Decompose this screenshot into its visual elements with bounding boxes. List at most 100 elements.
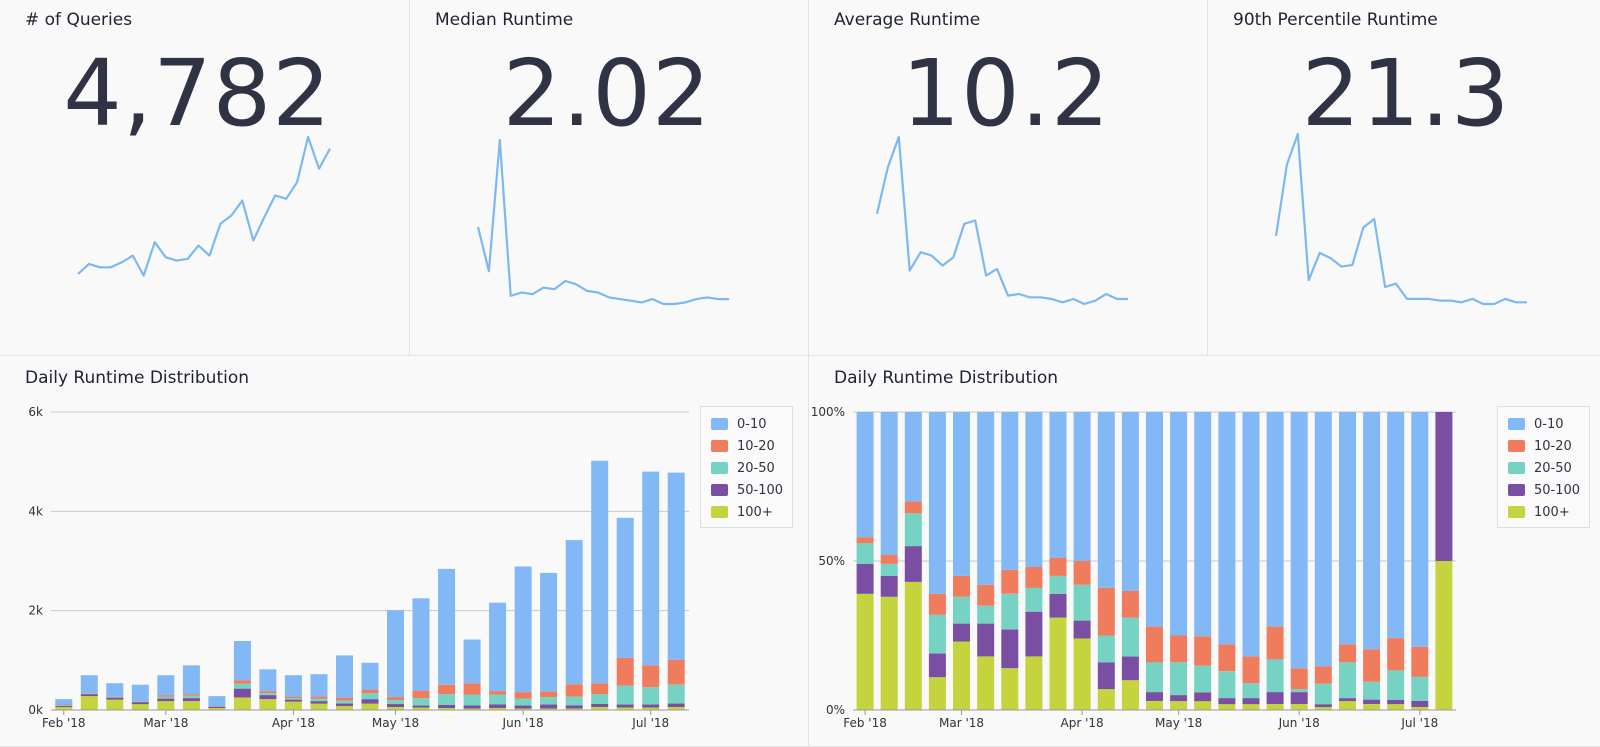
bar-segment-50-100[interactable]	[55, 706, 73, 707]
bar-segment-0-10[interactable]	[438, 568, 456, 685]
bar-segment-10-20[interactable]	[157, 695, 175, 697]
bar-segment-50-100[interactable]	[1170, 695, 1188, 702]
bar-segment-0-10[interactable]	[361, 662, 379, 690]
bar-segment-10-20[interactable]	[1170, 635, 1188, 663]
bar-segment-20-50[interactable]	[1049, 575, 1067, 594]
legend-item-50-100[interactable]: 50-100	[1508, 479, 1581, 501]
bar-segment-100plus[interactable]	[361, 703, 379, 711]
bar-segment-50-100[interactable]	[1073, 620, 1091, 639]
bar-segment-0-10[interactable]	[131, 684, 149, 701]
bar-segment-0-10[interactable]	[928, 412, 946, 594]
bar-segment-50-100[interactable]	[880, 575, 898, 597]
bar-segment-50-100[interactable]	[667, 703, 685, 708]
bar-segment-100plus[interactable]	[259, 699, 277, 710]
bar-segment-0-10[interactable]	[1314, 412, 1332, 667]
bar-segment-20-50[interactable]	[1170, 662, 1188, 696]
bar-segment-10-20[interactable]	[856, 537, 874, 544]
bar-segment-0-10[interactable]	[1170, 412, 1188, 636]
bar-segment-10-20[interactable]	[616, 657, 634, 686]
bar-segment-50-100[interactable]	[1290, 692, 1308, 704]
bar-segment-100plus[interactable]	[131, 704, 149, 710]
bar-segment-0-10[interactable]	[284, 675, 302, 697]
bar-segment-10-20[interactable]	[1049, 558, 1067, 576]
bar-segment-0-10[interactable]	[1073, 412, 1091, 561]
bar-segment-10-20[interactable]	[1363, 649, 1381, 682]
bar-segment-100plus[interactable]	[1146, 701, 1163, 710]
bar-segment-50-100[interactable]	[463, 705, 481, 709]
bar-segment-100plus[interactable]	[1363, 704, 1381, 710]
legend-item-50-100[interactable]: 50-100	[711, 479, 784, 501]
bar-segment-20-50[interactable]	[55, 705, 73, 706]
bar-segment-20-50[interactable]	[1121, 617, 1139, 657]
bar-segment-10-20[interactable]	[412, 690, 430, 699]
bar-segment-100plus[interactable]	[489, 708, 507, 710]
bar-segment-100plus[interactable]	[1411, 707, 1429, 710]
bar-segment-0-10[interactable]	[565, 540, 583, 685]
bar-segment-100plus[interactable]	[1097, 689, 1115, 710]
bar-segment-20-50[interactable]	[1146, 662, 1163, 693]
bar-segment-0-10[interactable]	[106, 683, 124, 697]
bar-segment-10-20[interactable]	[55, 704, 73, 706]
bar-segment-100plus[interactable]	[1290, 704, 1308, 710]
bar-segment-10-20[interactable]	[310, 696, 328, 699]
bar-segment-0-10[interactable]	[953, 412, 970, 576]
bar-segment-10-20[interactable]	[953, 575, 970, 597]
bar-segment-100plus[interactable]	[438, 708, 456, 710]
bar-segment-10-20[interactable]	[1290, 668, 1308, 690]
bar-segment-50-100[interactable]	[336, 703, 353, 707]
bar-segment-0-10[interactable]	[1025, 412, 1043, 567]
bar-segment-20-50[interactable]	[1242, 683, 1260, 699]
bar-segment-20-50[interactable]	[310, 698, 328, 702]
bar-segment-0-10[interactable]	[616, 517, 634, 658]
bar-segment-20-50[interactable]	[1387, 670, 1405, 700]
bar-segment-10-20[interactable]	[642, 665, 660, 688]
bar-segment-10-20[interactable]	[928, 593, 946, 615]
bar-segment-0-10[interactable]	[55, 699, 73, 705]
bar-segment-10-20[interactable]	[514, 692, 532, 699]
bar-segment-10-20[interactable]	[336, 697, 353, 701]
bar-segment-20-50[interactable]	[880, 564, 898, 576]
bar-segment-100plus[interactable]	[1194, 701, 1212, 710]
bar-segment-20-50[interactable]	[259, 693, 277, 696]
bar-segment-20-50[interactable]	[1001, 593, 1019, 630]
bar-segment-50-100[interactable]	[1194, 692, 1212, 702]
bar-segment-50-100[interactable]	[259, 695, 277, 700]
bar-segment-50-100[interactable]	[1025, 611, 1043, 657]
bar-segment-20-50[interactable]	[667, 684, 685, 704]
bar-segment-50-100[interactable]	[1314, 704, 1332, 708]
bar-segment-100plus[interactable]	[1170, 701, 1188, 710]
bar-segment-100plus[interactable]	[182, 701, 200, 710]
legend-item-20-50[interactable]: 20-50	[711, 457, 784, 479]
bar-segment-50-100[interactable]	[233, 688, 251, 698]
bar-segment-10-20[interactable]	[1314, 666, 1332, 684]
bar-segment-20-50[interactable]	[565, 696, 583, 706]
bar-segment-20-50[interactable]	[1073, 584, 1091, 621]
bar-segment-50-100[interactable]	[1242, 698, 1260, 705]
bar-segment-0-10[interactable]	[514, 566, 532, 693]
bar-segment-10-20[interactable]	[565, 684, 583, 697]
bar-segment-10-20[interactable]	[1339, 644, 1356, 663]
bar-segment-0-10[interactable]	[1001, 412, 1019, 570]
bar-segment-20-50[interactable]	[1025, 587, 1043, 612]
bar-segment-0-10[interactable]	[387, 610, 404, 698]
legend-item-10-20[interactable]: 10-20	[711, 435, 784, 457]
bar-segment-10-20[interactable]	[233, 680, 251, 684]
bar-segment-10-20[interactable]	[904, 501, 922, 514]
bar-segment-50-100[interactable]	[387, 704, 404, 707]
bar-segment-20-50[interactable]	[489, 694, 507, 705]
bar-segment-20-50[interactable]	[80, 693, 98, 695]
bar-segment-10-20[interactable]	[361, 689, 379, 694]
bar-segment-20-50[interactable]	[182, 695, 200, 699]
bar-segment-10-20[interactable]	[1218, 644, 1236, 672]
bar-segment-0-10[interactable]	[1049, 412, 1067, 558]
bar-segment-0-10[interactable]	[310, 674, 328, 697]
bar-segment-10-20[interactable]	[489, 691, 507, 695]
bar-segment-100plus[interactable]	[106, 699, 124, 710]
bar-segment-100plus[interactable]	[904, 581, 922, 710]
bar-segment-20-50[interactable]	[1266, 659, 1284, 693]
bar-segment-100plus[interactable]	[1242, 704, 1260, 710]
bar-segment-100plus[interactable]	[565, 708, 583, 711]
bar-segment-100plus[interactable]	[880, 596, 898, 710]
bar-segment-50-100[interactable]	[591, 704, 609, 707]
bar-segment-50-100[interactable]	[310, 701, 328, 704]
